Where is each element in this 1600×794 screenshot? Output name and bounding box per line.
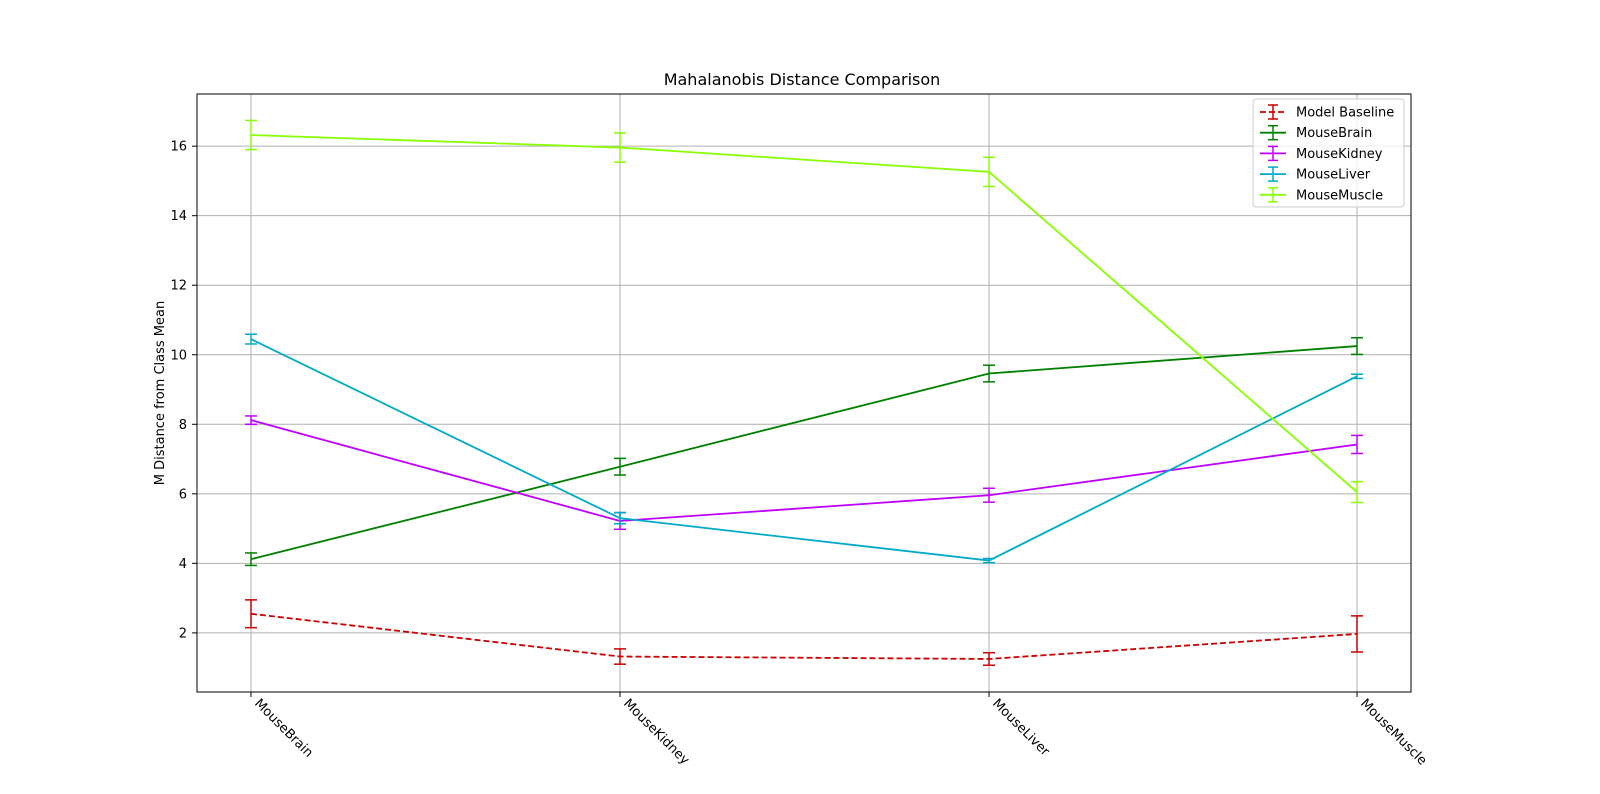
series-line [250, 345, 1358, 561]
x-tick-label: MouseMuscle [1357, 696, 1429, 768]
y-tick-label: 4 [179, 557, 187, 572]
axis-layer: MouseBrain MouseKidney MouseLiver MouseMusc… [170, 140, 1429, 769]
series-model-baseline [245, 599, 1363, 666]
series-layer [245, 119, 1363, 666]
series-line [250, 338, 1358, 562]
y-tick-label: 8 [179, 418, 187, 433]
legend-label: Model Baseline [1296, 106, 1394, 121]
legend-box [1252, 98, 1405, 208]
series-mousekidney [245, 415, 1363, 531]
legend-item: MouseMuscle [1260, 187, 1383, 203]
series-line [250, 134, 1358, 493]
legend-item: Model Baseline [1260, 104, 1394, 121]
legend-item: MouseLiver [1260, 166, 1371, 183]
y-tick-label: 10 [170, 348, 187, 363]
legend-label: MouseBrain [1296, 126, 1372, 141]
series-mousebrain [245, 336, 1363, 567]
legend-item: MouseBrain [1260, 124, 1372, 141]
legend: Model Baseline MouseBrain MouseKidney Mouse… [1252, 98, 1405, 208]
legend-item: MouseKidney [1260, 145, 1383, 162]
legend-label: MouseMuscle [1296, 188, 1383, 203]
y-tick-label: 2 [179, 626, 187, 641]
x-tick-label: MouseKidney [620, 696, 692, 768]
chart-title: Mahalanobis Distance Comparison [664, 70, 941, 89]
y-tick-label: 16 [170, 140, 187, 155]
x-tick-label: MouseBrain [251, 696, 316, 761]
legend-label: MouseLiver [1296, 168, 1371, 183]
legend-label: MouseKidney [1296, 147, 1383, 162]
y-tick-label: 6 [179, 487, 187, 502]
series-line [250, 612, 1358, 660]
x-tick-label: MouseLiver [989, 696, 1052, 759]
series-mouseliver [245, 333, 1363, 564]
y-axis-label: M Distance from Class Mean [153, 301, 168, 485]
y-tick-label: 12 [170, 279, 187, 294]
grid-lines [197, 94, 1411, 692]
y-tick-label: 14 [170, 209, 187, 224]
series-mousemuscle [245, 119, 1363, 504]
plot-frame [196, 93, 1412, 693]
series-line [250, 419, 1358, 522]
